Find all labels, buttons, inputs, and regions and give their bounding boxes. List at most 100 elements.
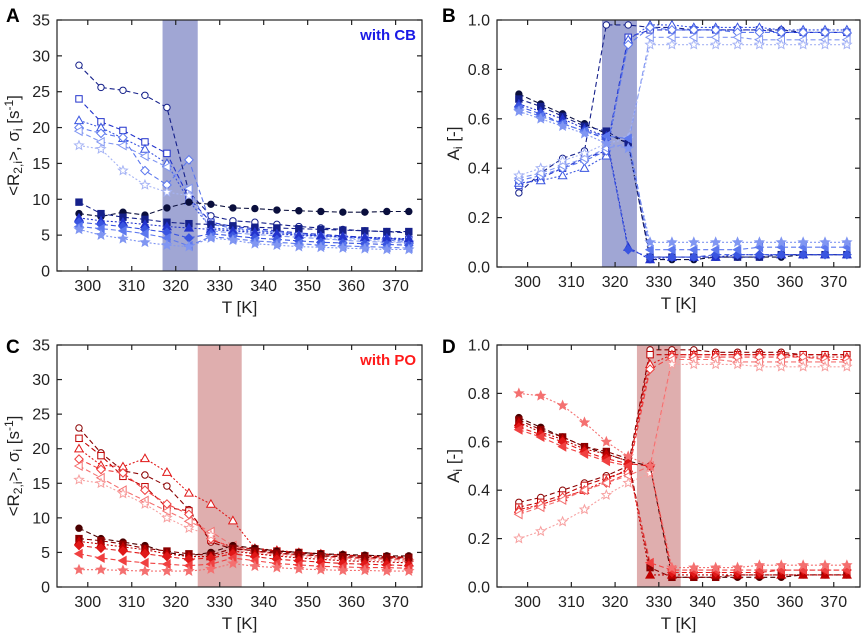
data-point (666, 32, 676, 43)
data-point (293, 563, 305, 574)
data-point (753, 559, 766, 571)
data-point (118, 132, 128, 143)
series-line (78, 127, 409, 243)
data-point (251, 204, 259, 213)
data-point (513, 532, 525, 544)
data-point (183, 240, 195, 252)
series-line (518, 426, 847, 574)
x-tick-label: 340 (689, 594, 716, 611)
series-line (518, 26, 847, 182)
x-tick-label: 360 (338, 594, 365, 611)
x-tick-label: 360 (338, 278, 365, 295)
panel-letter: A (6, 6, 20, 27)
series-line (518, 110, 847, 243)
data-point (797, 360, 809, 372)
data-point (688, 32, 698, 43)
panel-a: 300 310 320 330 340 350 360 370 0 5 10 15 20 25 30 35 T … (2, 6, 423, 317)
series-line (518, 44, 847, 177)
data-point (601, 456, 611, 467)
x-tick-label: 350 (733, 274, 760, 291)
data-point (776, 27, 787, 38)
x-tick-label: 330 (645, 274, 672, 291)
data-point (645, 364, 655, 375)
series-line (518, 349, 847, 503)
data-point (622, 133, 632, 144)
data-point (515, 189, 523, 197)
data-point (841, 236, 853, 248)
x-tick-label: 310 (558, 594, 585, 611)
series-line (78, 553, 409, 569)
x-tick-label: 300 (74, 278, 101, 295)
data-point (688, 38, 700, 50)
y-tick-label: 0.6 (468, 111, 490, 128)
y-tick-label: 20 (32, 441, 50, 458)
data-point (797, 236, 809, 248)
data-point (119, 126, 127, 135)
data-point (139, 565, 151, 576)
series-line (78, 130, 409, 244)
data-point (600, 137, 613, 149)
data-point (73, 115, 85, 125)
data-point (315, 563, 327, 575)
data-point (622, 142, 634, 154)
data-point (75, 434, 83, 443)
data-point (623, 39, 634, 50)
series-line (78, 538, 409, 559)
plot-frame (496, 19, 861, 268)
data-point (644, 459, 656, 471)
data-point (359, 242, 371, 254)
data-point (753, 236, 766, 248)
data-point (666, 244, 676, 255)
data-point (141, 91, 149, 100)
data-point (797, 38, 809, 50)
y-tick-label: 25 (32, 407, 50, 424)
series-group (513, 346, 853, 582)
data-point (161, 186, 173, 197)
series-line (78, 98, 409, 240)
data-point (578, 503, 591, 515)
data-point (644, 32, 654, 43)
data-point (754, 27, 765, 38)
y-tick-label: 0.4 (468, 483, 490, 500)
data-point (119, 86, 127, 94)
data-point (207, 200, 215, 209)
y-tick-label: 0.0 (468, 580, 490, 597)
data-point (359, 564, 371, 576)
series-line (518, 98, 847, 258)
data-point (513, 105, 525, 117)
data-point (183, 487, 194, 497)
data-point (75, 95, 83, 103)
x-tick-label: 370 (820, 274, 847, 291)
data-point (73, 139, 85, 151)
series-line (518, 429, 847, 571)
data-point (841, 559, 853, 571)
data-point (73, 548, 83, 559)
data-point (601, 131, 611, 142)
data-point (95, 143, 107, 154)
plot-frame (56, 344, 423, 588)
data-point (556, 515, 569, 527)
data-point (75, 424, 83, 432)
data-point (95, 136, 105, 147)
data-point (249, 560, 261, 572)
data-point (798, 27, 809, 38)
data-point (841, 249, 852, 260)
x-tick-label: 310 (118, 278, 145, 295)
data-point (117, 164, 129, 176)
data-point (820, 249, 830, 260)
data-point (73, 460, 83, 472)
data-point (139, 151, 149, 162)
plot-frame (496, 344, 861, 588)
series-line (79, 562, 409, 572)
series-line (518, 105, 847, 258)
data-point (666, 38, 678, 50)
series-line (78, 540, 409, 564)
data-point (709, 358, 722, 370)
data-point (556, 120, 569, 132)
data-point (205, 232, 217, 243)
data-point (118, 468, 128, 478)
data-point (775, 38, 787, 50)
series-line (518, 354, 847, 511)
y-tick-label: 10 (32, 510, 50, 527)
data-point (731, 561, 744, 573)
